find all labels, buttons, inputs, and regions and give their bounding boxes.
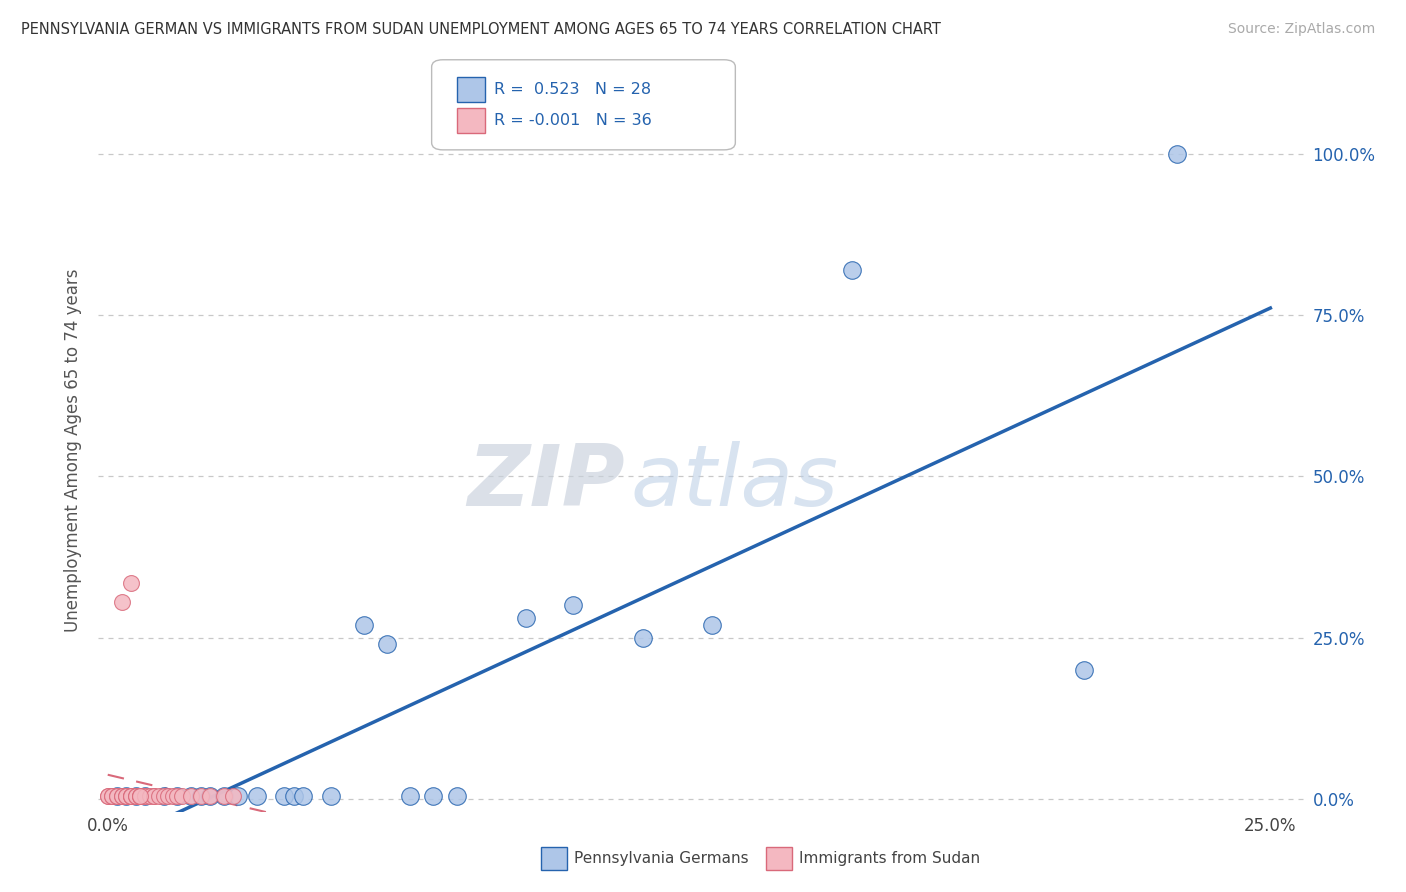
Point xyxy=(1073,663,1095,677)
Point xyxy=(226,789,249,803)
Point xyxy=(157,789,180,803)
Point xyxy=(115,789,138,803)
Text: PENNSYLVANIA GERMAN VS IMMIGRANTS FROM SUDAN UNEMPLOYMENT AMONG AGES 65 TO 74 YE: PENNSYLVANIA GERMAN VS IMMIGRANTS FROM S… xyxy=(21,22,941,37)
Point xyxy=(124,789,146,803)
Point xyxy=(115,789,138,803)
Point xyxy=(134,789,156,803)
Point xyxy=(245,789,267,803)
Point xyxy=(841,263,863,277)
Text: Source: ZipAtlas.com: Source: ZipAtlas.com xyxy=(1227,22,1375,37)
Y-axis label: Unemployment Among Ages 65 to 74 years: Unemployment Among Ages 65 to 74 years xyxy=(65,268,83,632)
Point xyxy=(180,789,202,803)
Point xyxy=(172,789,194,803)
Point xyxy=(162,789,184,803)
Point xyxy=(166,789,188,803)
Point xyxy=(120,789,142,803)
Point xyxy=(124,789,146,803)
Point xyxy=(561,599,583,613)
Text: ZIP: ZIP xyxy=(467,442,624,524)
Point xyxy=(101,789,124,803)
Point xyxy=(138,789,160,803)
Point xyxy=(422,789,444,803)
Point xyxy=(134,789,156,803)
Text: atlas: atlas xyxy=(630,442,838,524)
Point xyxy=(97,789,120,803)
Point xyxy=(129,789,152,803)
Text: R = -0.001   N = 36: R = -0.001 N = 36 xyxy=(494,113,651,128)
Point xyxy=(111,789,134,803)
Point xyxy=(212,789,235,803)
Point xyxy=(292,789,315,803)
Point xyxy=(143,789,166,803)
Point xyxy=(702,617,724,632)
Point xyxy=(152,789,174,803)
Point xyxy=(446,789,468,803)
Point xyxy=(101,789,124,803)
Point xyxy=(129,789,152,803)
Point xyxy=(319,789,342,803)
Point xyxy=(134,789,156,803)
Point xyxy=(111,595,134,609)
Point xyxy=(399,789,422,803)
Point xyxy=(222,789,245,803)
Text: R =  0.523   N = 28: R = 0.523 N = 28 xyxy=(494,82,651,96)
Point xyxy=(148,789,170,803)
Point xyxy=(166,789,188,803)
Point xyxy=(97,789,120,803)
Point xyxy=(212,789,235,803)
Point xyxy=(105,789,128,803)
Point xyxy=(515,611,537,625)
Point xyxy=(105,789,128,803)
Point xyxy=(190,789,212,803)
Point xyxy=(190,789,212,803)
Point xyxy=(353,617,375,632)
Point xyxy=(111,789,134,803)
Point xyxy=(120,789,142,803)
Point xyxy=(1166,146,1188,161)
Point xyxy=(115,789,138,803)
Point xyxy=(273,789,295,803)
Point xyxy=(375,637,398,651)
Point xyxy=(129,789,152,803)
Point xyxy=(143,789,166,803)
Point xyxy=(180,789,202,803)
Point xyxy=(198,789,221,803)
Point xyxy=(152,789,174,803)
Point xyxy=(105,789,128,803)
Point xyxy=(120,789,142,803)
Point xyxy=(631,631,654,645)
Point xyxy=(283,789,305,803)
Point xyxy=(198,789,221,803)
Text: Pennsylvania Germans: Pennsylvania Germans xyxy=(574,851,748,865)
Point xyxy=(124,789,146,803)
Text: Immigrants from Sudan: Immigrants from Sudan xyxy=(799,851,980,865)
Point xyxy=(120,575,142,590)
